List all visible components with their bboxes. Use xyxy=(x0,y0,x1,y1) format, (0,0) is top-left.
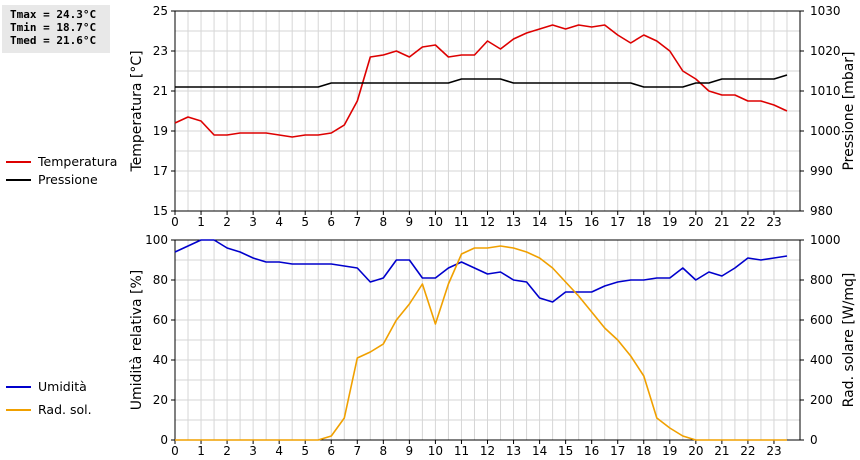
x-tick-label: 0 xyxy=(171,215,179,229)
x-tick-label: 13 xyxy=(506,444,521,458)
tmed-label: Tmed = 21.6°C xyxy=(10,34,97,47)
y-left-tick-label: 15 xyxy=(153,204,168,218)
x-tick-label: 20 xyxy=(688,444,703,458)
series-line-temperatura xyxy=(174,24,788,138)
y-left-tick-label: 17 xyxy=(153,164,168,178)
y-left-axis-label: Temperatura [°C] xyxy=(129,50,145,172)
y-right-tick-label: 990 xyxy=(810,164,833,178)
y-right-tick-label: 1000 xyxy=(810,233,841,247)
x-tick-label: 12 xyxy=(480,444,495,458)
y-left-tick-label: 60 xyxy=(153,313,168,327)
x-tick-label: 23 xyxy=(766,444,781,458)
y-left-tick-label: 0 xyxy=(160,433,168,447)
x-tick-label: 8 xyxy=(380,444,388,458)
y-right-tick-label: 200 xyxy=(810,393,833,407)
x-tick-label: 17 xyxy=(610,444,625,458)
y-left-tick-label: 40 xyxy=(153,353,168,367)
x-tick-label: 12 xyxy=(480,215,495,229)
legend-label: Temperatura xyxy=(37,154,117,169)
x-tick-label: 7 xyxy=(353,444,361,458)
x-tick-label: 21 xyxy=(714,215,729,229)
x-tick-label: 1 xyxy=(197,444,205,458)
x-tick-label: 9 xyxy=(406,215,414,229)
x-tick-label: 6 xyxy=(327,215,335,229)
y-right-tick-label: 800 xyxy=(810,273,833,287)
x-tick-label: 6 xyxy=(327,444,335,458)
x-tick-label: 15 xyxy=(558,444,573,458)
x-tick-label: 11 xyxy=(454,215,469,229)
y-left-tick-label: 20 xyxy=(153,393,168,407)
x-tick-label: 19 xyxy=(662,444,677,458)
series-line-rad-sol- xyxy=(175,245,787,441)
legend-label: Pressione xyxy=(38,172,98,187)
y-right-axis-label: Pressione [mbar] xyxy=(841,51,857,170)
tmax-label: Tmax = 24.3°C xyxy=(10,8,97,21)
x-tick-label: 18 xyxy=(636,444,651,458)
y-left-tick-label: 23 xyxy=(153,44,168,58)
x-tick-label: 16 xyxy=(584,215,599,229)
y-right-tick-label: 0 xyxy=(810,433,818,447)
x-tick-label: 19 xyxy=(662,215,677,229)
x-tick-label: 5 xyxy=(301,215,309,229)
series-line-umidit- xyxy=(174,239,788,303)
x-tick-label: 10 xyxy=(428,215,443,229)
y-left-tick-label: 100 xyxy=(145,233,168,247)
x-tick-label: 1 xyxy=(197,215,205,229)
y-left-tick-label: 80 xyxy=(153,273,168,287)
x-tick-label: 11 xyxy=(454,444,469,458)
legend-label: Umidità xyxy=(38,379,87,394)
x-tick-label: 14 xyxy=(532,215,547,229)
x-tick-label: 22 xyxy=(740,444,755,458)
x-tick-label: 9 xyxy=(406,444,414,458)
x-tick-label: 17 xyxy=(610,215,625,229)
y-right-tick-label: 400 xyxy=(810,353,833,367)
y-right-tick-label: 1020 xyxy=(810,44,841,58)
chart-panel-2: 0 1 2 3 4 5 6 7 8 9 10 11 12 13 14 15 16 17 18 19 20 21 22 2302… xyxy=(6,233,857,458)
y-right-tick-label: 1030 xyxy=(810,4,841,18)
y-right-tick-label: 600 xyxy=(810,313,833,327)
x-tick-label: 10 xyxy=(428,444,443,458)
x-tick-label: 20 xyxy=(688,215,703,229)
tmin-label: Tmin = 18.7°C xyxy=(10,21,97,34)
x-tick-label: 23 xyxy=(766,215,781,229)
y-right-tick-label: 1000 xyxy=(810,124,841,138)
x-tick-label: 0 xyxy=(171,444,179,458)
x-tick-label: 2 xyxy=(223,444,231,458)
y-right-axis-label: Rad. solare [W/mq] xyxy=(841,273,857,408)
y-left-tick-label: 21 xyxy=(153,84,168,98)
x-tick-label: 15 xyxy=(558,215,573,229)
series-line-pressione xyxy=(175,74,788,88)
stats-box: Tmax = 24.3°C Tmin = 18.7°C Tmed = 21.6°… xyxy=(2,5,110,53)
x-tick-label: 18 xyxy=(636,215,651,229)
x-tick-label: 16 xyxy=(584,444,599,458)
y-left-axis-label: Umidità relativa [%] xyxy=(129,270,145,411)
x-tick-label: 4 xyxy=(275,215,283,229)
x-tick-label: 4 xyxy=(275,444,283,458)
x-tick-label: 2 xyxy=(223,215,231,229)
y-left-tick-label: 19 xyxy=(153,124,168,138)
y-left-tick-label: 25 xyxy=(153,4,168,18)
x-tick-label: 3 xyxy=(249,444,257,458)
y-right-tick-label: 1010 xyxy=(810,84,841,98)
x-tick-label: 8 xyxy=(380,215,388,229)
x-tick-label: 7 xyxy=(353,215,361,229)
x-tick-label: 3 xyxy=(249,215,257,229)
legend-label: Rad. sol. xyxy=(38,402,92,417)
x-tick-label: 5 xyxy=(301,444,309,458)
x-tick-label: 21 xyxy=(714,444,729,458)
x-tick-label: 13 xyxy=(506,215,521,229)
x-tick-label: 14 xyxy=(532,444,547,458)
y-right-tick-label: 980 xyxy=(810,204,833,218)
x-tick-label: 22 xyxy=(740,215,755,229)
chart-panel-1: 0 1 2 3 4 5 6 7 8 9 10 11 12 13 14 15 16 17 18 19 20 21 22 2315… xyxy=(6,4,857,229)
